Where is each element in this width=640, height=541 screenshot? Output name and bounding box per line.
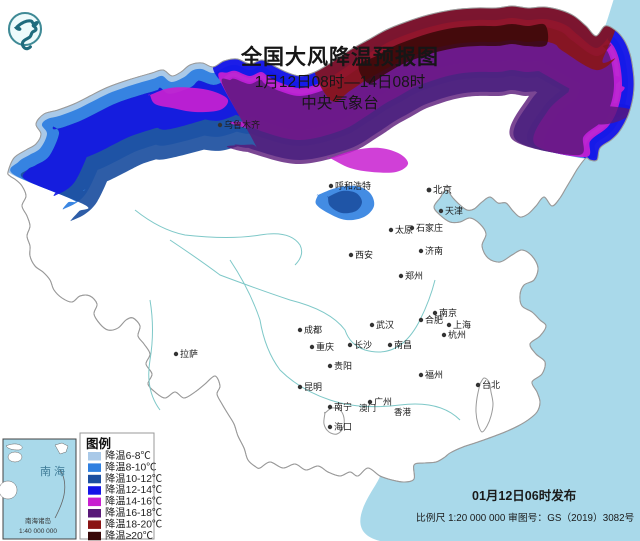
- svg-text:南海: 南海: [40, 464, 68, 478]
- svg-text:降温8-10℃: 降温8-10℃: [105, 460, 157, 473]
- svg-text:福州: 福州: [425, 369, 443, 380]
- svg-text:济南: 济南: [425, 245, 443, 256]
- svg-text:重庆: 重庆: [316, 341, 334, 352]
- svg-text:郑州: 郑州: [405, 270, 423, 281]
- svg-text:降温18-20℃: 降温18-20℃: [105, 517, 162, 530]
- svg-text:降温16-18℃: 降温16-18℃: [105, 506, 162, 519]
- svg-text:海口: 海口: [334, 421, 352, 432]
- svg-text:太原: 太原: [395, 224, 413, 235]
- svg-text:南宁: 南宁: [334, 401, 352, 412]
- svg-text:武汉: 武汉: [376, 319, 394, 330]
- svg-text:呼和浩特: 呼和浩特: [335, 180, 371, 191]
- svg-text:全国大风降温预报图: 全国大风降温预报图: [240, 45, 439, 69]
- svg-text:降温≥20℃: 降温≥20℃: [105, 529, 153, 541]
- svg-text:天津: 天津: [445, 206, 463, 216]
- svg-text:1月12日08时—14日08时: 1月12日08时—14日08时: [255, 73, 426, 91]
- svg-text:比例尺 1:20 000 000 审图号：GS（201: 比例尺 1:20 000 000 审图号：GS（2019）3082号: [416, 511, 635, 524]
- svg-text:中央气象台: 中央气象台: [301, 94, 379, 112]
- svg-text:贵阳: 贵阳: [334, 360, 352, 371]
- svg-text:01月12日06时发布: 01月12日06时发布: [472, 488, 577, 503]
- svg-text:澳门: 澳门: [359, 403, 376, 413]
- svg-text:降温14-16℃: 降温14-16℃: [105, 495, 162, 508]
- svg-text:长沙: 长沙: [354, 339, 372, 350]
- svg-text:石家庄: 石家庄: [416, 222, 443, 233]
- svg-text:乌鲁木齐: 乌鲁木齐: [224, 119, 260, 130]
- svg-text:上海: 上海: [453, 319, 471, 330]
- svg-text:降温10-12℃: 降温10-12℃: [105, 472, 162, 485]
- svg-text:西安: 西安: [355, 249, 373, 260]
- svg-text:1:40 000 000: 1:40 000 000: [19, 528, 57, 535]
- svg-text:南海诸岛: 南海诸岛: [25, 516, 51, 525]
- svg-text:降温6-8℃: 降温6-8℃: [105, 449, 151, 462]
- svg-text:香港: 香港: [394, 407, 412, 417]
- svg-text:南昌: 南昌: [394, 339, 412, 350]
- svg-text:降温12-14℃: 降温12-14℃: [105, 483, 162, 496]
- svg-text:北京: 北京: [433, 184, 452, 196]
- svg-text:图例: 图例: [86, 436, 111, 451]
- svg-text:拉萨: 拉萨: [180, 348, 198, 359]
- svg-text:台北: 台北: [482, 379, 500, 390]
- svg-text:杭州: 杭州: [448, 329, 466, 340]
- svg-text:广州: 广州: [374, 396, 392, 407]
- svg-text:昆明: 昆明: [304, 382, 322, 392]
- svg-text:南京: 南京: [439, 307, 457, 318]
- svg-text:成都: 成都: [304, 324, 322, 335]
